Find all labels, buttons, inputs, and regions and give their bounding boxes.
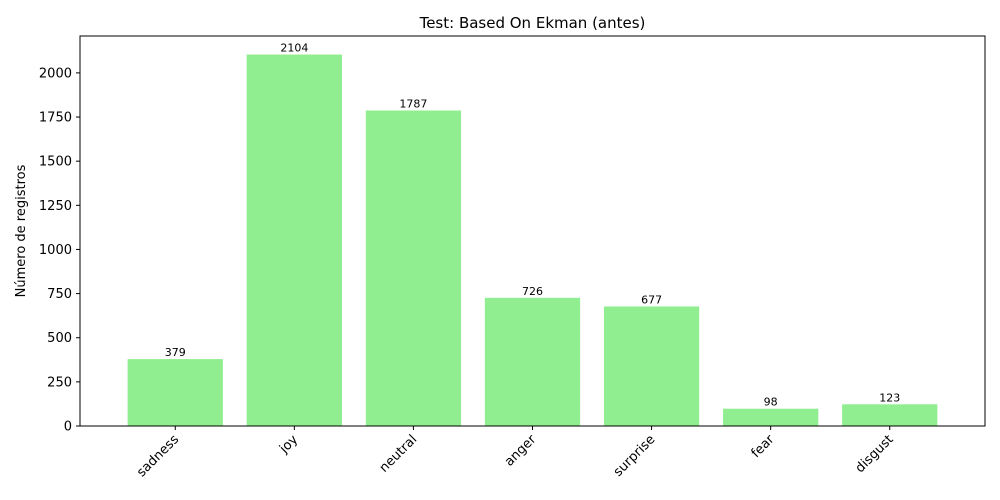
x-tick-label-disgust: disgust [853, 432, 897, 476]
data-label-disgust: 123 [879, 391, 900, 404]
chart-title: Test: Based On Ekman (antes) [419, 14, 646, 32]
x-tick-label-fear: fear [749, 432, 778, 461]
x-ticks: sadness joy neutral anger surprise fear disgus… [134, 426, 897, 480]
y-tick-label: 750 [47, 287, 72, 302]
y-ticks: 0 250 500 750 1000 1250 1500 1750 2000 [39, 66, 80, 435]
data-label-surprise: 677 [641, 293, 662, 306]
y-tick-label: 250 [47, 375, 72, 390]
data-label-joy: 2104 [280, 42, 308, 55]
data-label-sadness: 379 [165, 346, 186, 359]
data-label-anger: 726 [522, 285, 543, 298]
y-tick-label: 1000 [39, 243, 72, 258]
y-tick-label: 1250 [39, 199, 72, 214]
x-tick-label-surprise: surprise [611, 432, 659, 480]
y-tick-label: 500 [47, 331, 72, 346]
bar-anger [484, 297, 581, 426]
bar-neutral [365, 110, 462, 426]
x-tick-label-sadness: sadness [134, 432, 182, 480]
bar-joy [246, 54, 342, 426]
bar-disgust [842, 404, 938, 426]
y-tick-label: 1750 [39, 111, 72, 126]
y-tick-label: 0 [64, 420, 72, 435]
data-label-neutral: 1787 [399, 98, 427, 111]
plot-frame [79, 35, 986, 427]
y-tick-label: 2000 [39, 66, 72, 81]
bars-layer: 379 2104 1787 726 677 98 123 [127, 42, 938, 426]
x-tick-label-anger: anger [502, 432, 540, 470]
x-tick-label-joy: joy [276, 432, 301, 457]
y-tick-label: 1500 [39, 155, 72, 170]
bar-fear [723, 408, 819, 426]
bar-sadness [127, 359, 223, 426]
y-axis-label: Número de registros [14, 164, 29, 297]
bar-surprise [603, 306, 700, 426]
x-tick-label-neutral: neutral [377, 432, 420, 475]
data-label-fear: 98 [764, 396, 778, 409]
